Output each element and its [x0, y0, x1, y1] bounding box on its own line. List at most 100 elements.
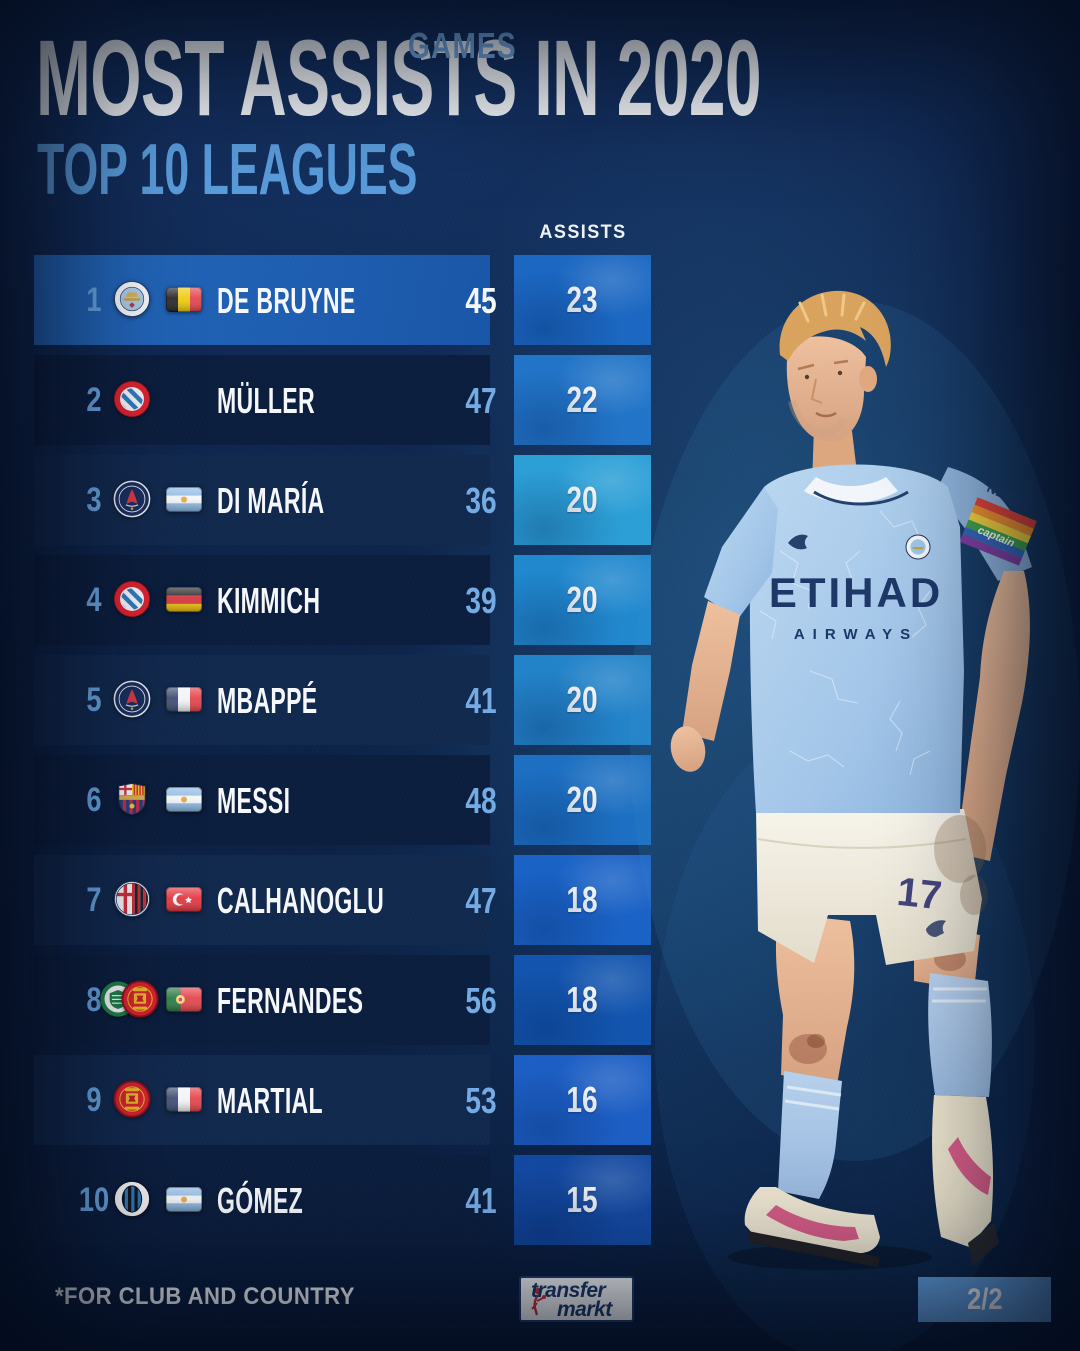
shirt-sponsor-line2: AIRWAYS [794, 626, 918, 643]
france-flag-icon [166, 687, 202, 712]
barcelona-badge-icon [118, 782, 146, 816]
assists-cell: 20 [514, 755, 651, 845]
shirt-sponsor-line1: ETIHAD [769, 569, 943, 616]
table-row: 4 KIMMICH 39 [34, 555, 497, 645]
player-head [779, 290, 891, 442]
player-right-arm [670, 601, 740, 772]
table-row: 7 CALHANOGLU 47 [34, 855, 497, 945]
club-badges [98, 580, 170, 620]
page-subtitle: TOP 10 LEAGUES [37, 130, 418, 210]
belgium-flag-icon [166, 287, 202, 312]
games-value: 45 [465, 280, 497, 321]
argentina-flag-icon [166, 487, 202, 512]
assists-cell: 20 [514, 555, 651, 645]
table-row: 2 MÜLLER 47 [34, 355, 497, 445]
club-badges [98, 680, 170, 720]
games-value: 48 [465, 780, 497, 821]
rank-label: 5 [86, 681, 102, 719]
manchester-united-badge-icon [113, 1080, 151, 1118]
assists-value: 23 [566, 279, 599, 320]
club-badges [98, 1080, 170, 1120]
club-badges [98, 1180, 170, 1220]
rank-label: 9 [86, 1081, 102, 1119]
player-name: CALHANOGLU [217, 880, 385, 921]
assists-value: 15 [566, 1179, 599, 1220]
assists-cell: 18 [514, 855, 651, 945]
nationality-flag [166, 287, 202, 312]
club-badges [98, 280, 170, 320]
logo-line1: transfer [531, 1279, 606, 1302]
column-header-games: GAMES [408, 25, 517, 66]
nationality-flag [166, 587, 202, 612]
player-name: MESSI [217, 780, 291, 821]
rank-label: 8 [86, 981, 102, 1019]
page-title: MOST ASSISTS IN 2020 [36, 17, 762, 138]
rank-label: 4 [86, 581, 102, 619]
games-value: 47 [465, 880, 497, 921]
assists-cell: 20 [514, 655, 651, 745]
assists-cell: 16 [514, 1055, 651, 1145]
assists-value: 20 [566, 579, 599, 620]
table-row: 10 GÓMEZ 41 [34, 1155, 497, 1245]
manchester-united-badge-icon [121, 980, 159, 1018]
logo-line2: markt [557, 1298, 612, 1321]
rank-label: 10 [78, 1181, 110, 1219]
argentina-flag-icon [166, 787, 202, 812]
player-name: DI MARÍA [217, 480, 325, 521]
player-shorts: 17 [756, 809, 988, 965]
nationality-flag [166, 1187, 202, 1212]
nationality-flag [166, 787, 202, 812]
club-badges [98, 380, 170, 420]
player-left-leg [728, 913, 932, 1270]
psg-badge-icon [113, 480, 151, 518]
rank-label: 6 [86, 781, 102, 819]
nationality-flag [166, 687, 202, 712]
assists-value: 22 [566, 379, 599, 420]
turkey-flag-icon [166, 887, 202, 912]
club-badges [98, 480, 170, 520]
transfermarkt-logo: transfer markt [519, 1276, 634, 1322]
transfermarkt-figure-icon [531, 1287, 546, 1316]
france-flag-icon [166, 1087, 202, 1112]
table-row: 3 DI MARÍA 36 [34, 455, 497, 545]
club-badges [98, 780, 170, 820]
nike-swoosh-icon [766, 1205, 859, 1241]
table-row: 5 MBAPPÉ 41 [34, 655, 497, 745]
assists-cell: 20 [514, 455, 651, 545]
table-row: 6 MESSI 48 [34, 755, 497, 845]
player-name: DE BRUYNE [217, 280, 356, 321]
footnote: *FOR CLUB AND COUNTRY [55, 1283, 355, 1310]
player-name: MBAPPÉ [217, 680, 318, 721]
table-row: 8 FERNANDES 56 [34, 955, 497, 1045]
nationality-flag [166, 887, 202, 912]
table-row: 1 DE BRUYNE 45 [34, 255, 497, 345]
nike-swoosh-icon [948, 1137, 991, 1195]
table-row: 9 MARTIAL 53 [34, 1055, 497, 1145]
assists-value: 18 [566, 879, 599, 920]
column-header-assists: ASSISTS [539, 222, 627, 243]
player-name: KIMMICH [217, 580, 321, 621]
captain-armband-icon: captain [959, 497, 1037, 566]
bayern-munich-badge-icon [113, 380, 151, 418]
assists-cell: 23 [514, 255, 651, 345]
assists-value: 16 [566, 1079, 599, 1120]
games-value: 53 [465, 1080, 497, 1121]
puma-logo-icon [926, 920, 946, 937]
player-name: GÓMEZ [217, 1180, 304, 1221]
club-badges [98, 980, 170, 1020]
club-badges [98, 880, 170, 920]
page-indicator: 2/2 [918, 1277, 1051, 1322]
rank-label: 7 [86, 881, 102, 919]
nationality-flag [166, 1087, 202, 1112]
rank-label: 2 [86, 381, 102, 419]
psg-badge-icon [113, 680, 151, 718]
ac-milan-badge-icon [113, 880, 151, 918]
assists-cell: 18 [514, 955, 651, 1045]
atalanta-badge-icon [113, 1180, 151, 1218]
player-photo: captain NEXEN [630, 290, 1080, 1351]
assists-value: 18 [566, 979, 599, 1020]
assists-cell: 15 [514, 1155, 651, 1245]
assists-cell: 22 [514, 355, 651, 445]
assists-value: 20 [566, 479, 599, 520]
puma-logo-icon [788, 534, 808, 550]
